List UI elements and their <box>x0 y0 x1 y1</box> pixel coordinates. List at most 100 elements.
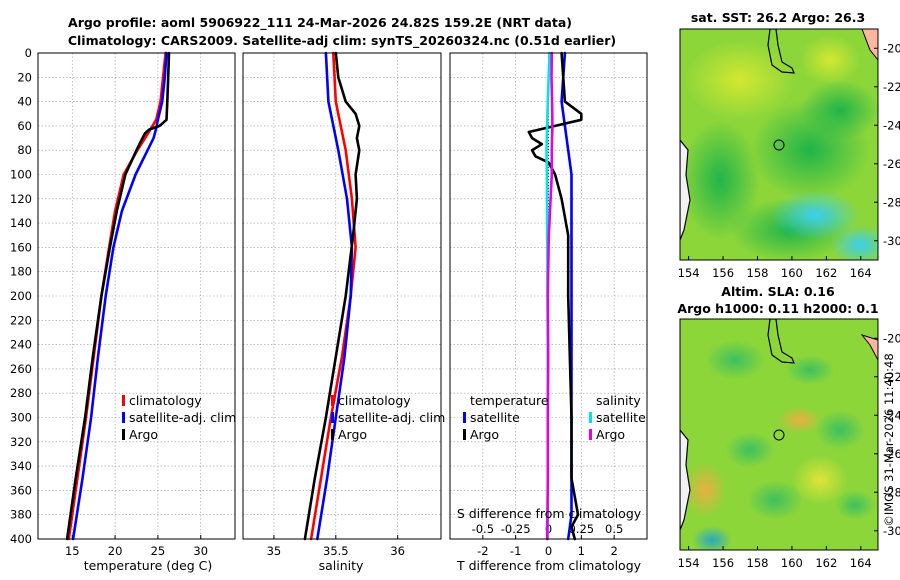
depth-tick-label: 320 <box>10 435 32 449</box>
sla-field <box>680 319 878 550</box>
legend-label-s-satellite: satellite <box>596 410 646 425</box>
series-line-argo <box>65 51 171 541</box>
sla-blob <box>705 340 765 380</box>
axes-frame <box>37 52 236 540</box>
map-y-tick-label: -30 <box>883 524 900 538</box>
sst-map: 154 156 158 160 162 164 -20 -22 -24 -26 -28 -30 <box>678 28 900 280</box>
map-y-tick-label: -28 <box>883 195 900 209</box>
difference-top-xlabel: S difference from climatology <box>457 506 642 521</box>
depth-tick-label: 120 <box>10 192 32 206</box>
difference-panel: -2 -1 0 1 2-0.5 -0.25 0 0.25 0.5 <box>449 51 648 558</box>
x-tick-label: 20 <box>108 544 123 558</box>
top-x-tick-label: -0.25 <box>501 522 531 536</box>
map-x-tick-label: 158 <box>747 266 769 280</box>
legend-swatch-satellite <box>122 412 125 423</box>
top-x-tick-label: 0.5 <box>605 522 623 536</box>
legend-swatch-t-satellite <box>463 412 466 423</box>
difference-xlabel: T difference from climatology <box>456 558 642 573</box>
sst-blob <box>680 120 760 240</box>
legend-swatch-argo <box>331 429 334 440</box>
legend-swatch-climatology <box>331 395 334 406</box>
sla-map: 154 156 158 160 162 164 -20 -22 -24 -26 -28 -30 <box>678 318 900 570</box>
map-y-tick-label: -24 <box>883 408 900 422</box>
map-y-tick-label: -26 <box>883 157 900 171</box>
map-x-tick-label: 164 <box>850 556 872 570</box>
temperature-xlabel: temperature (deg C) <box>84 558 213 573</box>
top-x-tick-label: 0.25 <box>569 522 595 536</box>
depth-tick-label: 200 <box>10 289 32 303</box>
legend-label-satellite: satellite-adj. clim <box>129 410 236 425</box>
depth-tick-label: 240 <box>10 338 32 352</box>
depth-tick-label: 100 <box>10 168 32 182</box>
x-tick-label: 2 <box>611 544 618 558</box>
depth-tick-label: 140 <box>10 216 32 230</box>
sst-blob <box>800 35 860 85</box>
sla-coast-west <box>680 429 691 531</box>
x-tick-label: 30 <box>193 544 208 558</box>
depth-tick-label: 160 <box>10 240 32 254</box>
legend-label-t-satellite: satellite <box>470 410 520 425</box>
copyright-label: ©IMOS 31-Mar-2026 11:40:48 <box>882 353 896 526</box>
legend-label-t-argo: Argo <box>470 427 499 442</box>
depth-tick-label: 360 <box>10 483 32 497</box>
sla-blob <box>785 355 835 385</box>
sla-blob <box>725 432 775 468</box>
temperature-panel: 15 20 25 30 <box>37 51 236 558</box>
map-y-tick-label: -28 <box>883 485 900 499</box>
sst-ticks: 154 156 158 160 162 164 -20 -22 -24 -26 -28 -30 <box>678 41 900 280</box>
sst-blob <box>685 40 795 120</box>
legend-swatch-satellite <box>331 412 334 423</box>
map-x-tick-label: 156 <box>712 556 734 570</box>
depth-tick-label: 40 <box>17 95 32 109</box>
legend-swatch-argo <box>122 429 125 440</box>
map-y-tick-label: -20 <box>883 41 900 55</box>
map-x-tick-label: 160 <box>781 556 803 570</box>
sst-map-title: sat. SST: 26.2 Argo: 26.3 <box>691 10 865 25</box>
x-tick-label: -1 <box>510 544 521 558</box>
sst-field <box>680 29 878 260</box>
axes-frame <box>242 52 442 540</box>
sla-blob <box>835 490 875 520</box>
depth-tick-label: 300 <box>10 411 32 425</box>
x-tick-label: -2 <box>477 544 488 558</box>
map-x-tick-label: 162 <box>815 266 837 280</box>
map-x-tick-label: 154 <box>678 556 700 570</box>
title-line-2: Climatology: CARS2009. Satellite-adj cli… <box>68 33 616 49</box>
legend-swatch-climatology <box>122 395 125 406</box>
series-line-salinity-argo <box>545 51 554 541</box>
axes-frame <box>449 52 648 540</box>
depth-tick-label: 400 <box>10 532 32 546</box>
sla-land-ne <box>860 334 878 361</box>
sla-map-frame <box>679 318 879 551</box>
legend-swatch-s-argo <box>589 429 592 440</box>
salinity-xlabel: salinity <box>319 558 364 573</box>
difference-legend: temperature satellite Argo salinity sate… <box>463 393 646 442</box>
map-x-tick-label: 162 <box>815 556 837 570</box>
depth-tick-label: 80 <box>17 143 32 157</box>
sla-ticks: 154 156 158 160 162 164 -20 -22 -24 -26 -28 -30 <box>678 331 900 570</box>
map-x-tick-label: 158 <box>747 556 769 570</box>
series-line-satellite-adj-clim <box>315 51 354 541</box>
x-tick-label: 25 <box>151 544 166 558</box>
depth-tick-label: 60 <box>17 119 32 133</box>
salinity-legend: climatology satellite-adj. clim Argo <box>331 393 445 442</box>
depth-tick-label: 340 <box>10 459 32 473</box>
legend-label-argo: Argo <box>129 427 158 442</box>
depth-tick-label: 280 <box>10 386 32 400</box>
legend-swatch-s-satellite <box>589 412 592 423</box>
depth-tick-label: 260 <box>10 362 32 376</box>
x-tick-label: 36 <box>390 544 405 558</box>
map-y-tick-label: -30 <box>883 234 900 248</box>
sla-blob <box>683 462 727 518</box>
legend-label-climatology: climatology <box>129 393 202 408</box>
legend-swatch-t-argo <box>463 429 466 440</box>
x-tick-label: 1 <box>578 544 585 558</box>
x-tick-label: 35.5 <box>323 544 349 558</box>
map-y-tick-label: -26 <box>883 447 900 461</box>
sla-blob <box>792 455 848 505</box>
sst-map-frame <box>679 28 879 261</box>
map-y-tick-label: -24 <box>883 118 900 132</box>
map-y-tick-label: -20 <box>883 331 900 345</box>
sst-island-outline <box>767 29 795 74</box>
